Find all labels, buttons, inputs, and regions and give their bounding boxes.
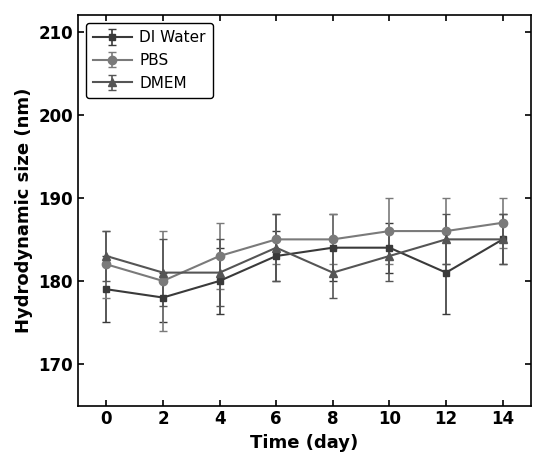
Y-axis label: Hydrodynamic size (nm): Hydrodynamic size (nm)	[15, 88, 33, 333]
Legend: DI Water, PBS, DMEM: DI Water, PBS, DMEM	[86, 22, 213, 98]
X-axis label: Time (day): Time (day)	[251, 434, 359, 452]
